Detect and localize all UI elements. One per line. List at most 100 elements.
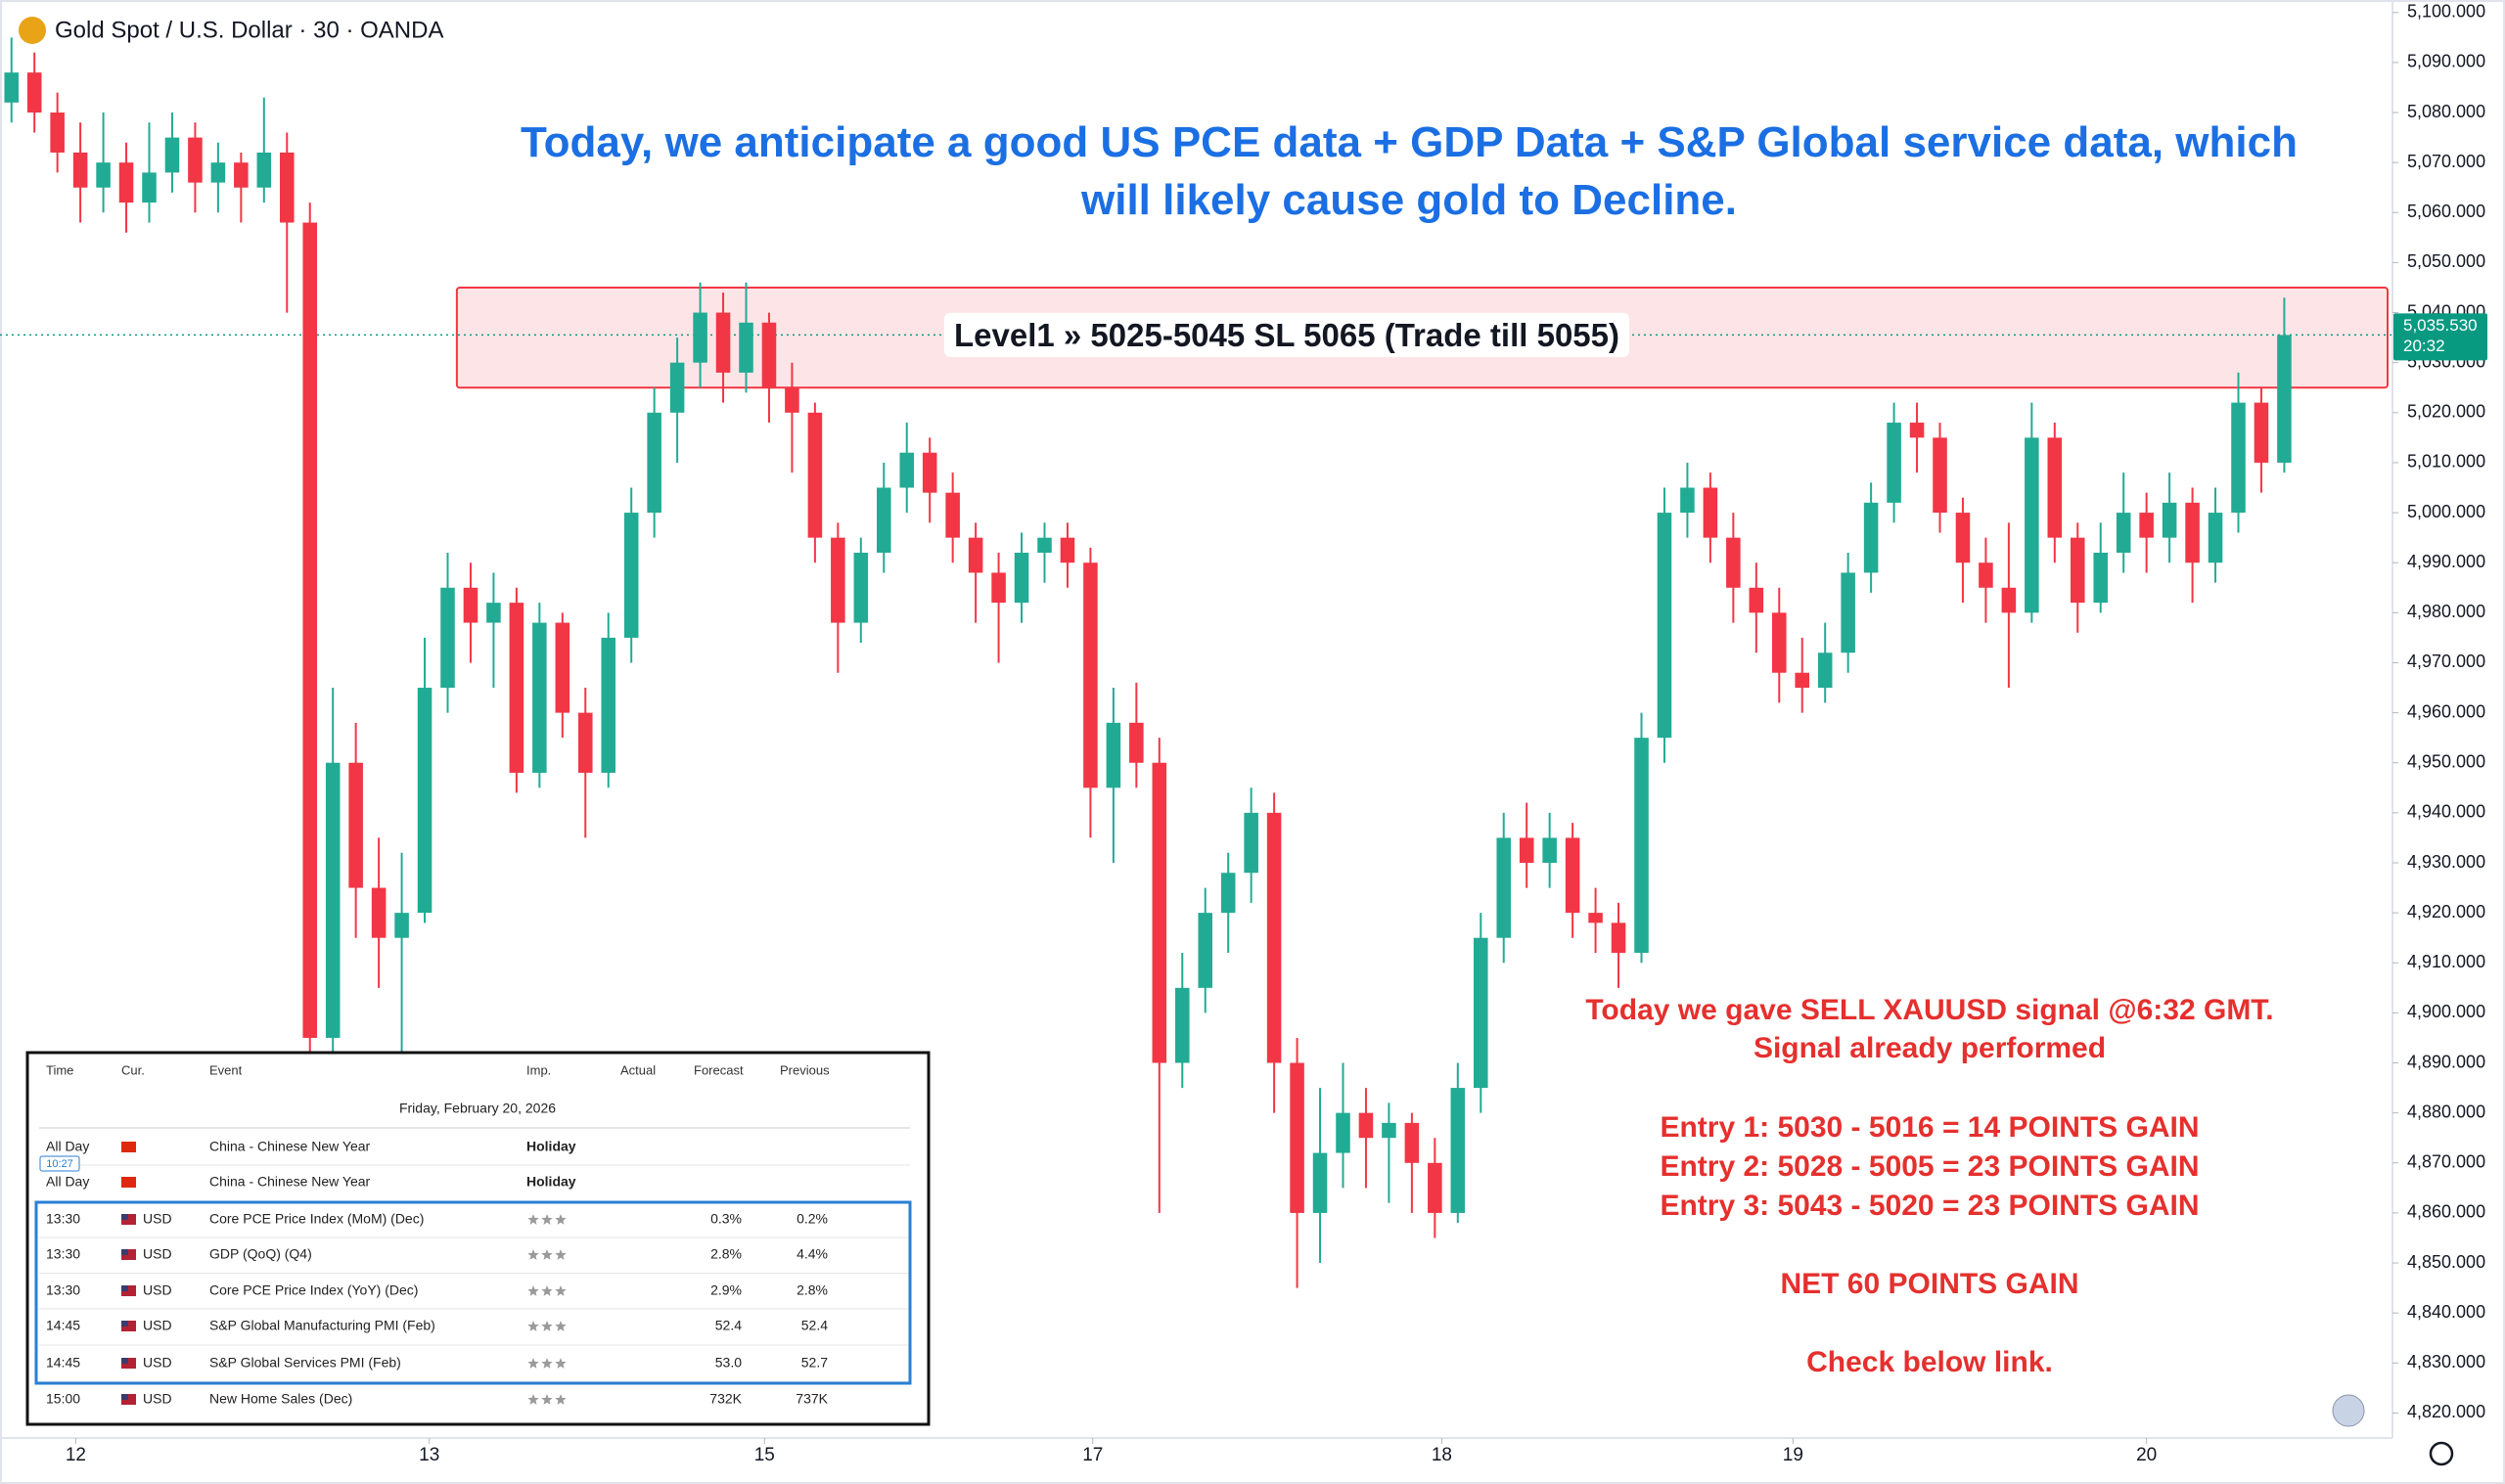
candle-body [1542,837,1557,863]
candle-body [486,603,501,623]
candle-body [1266,812,1282,1063]
importance-stars [527,1394,567,1405]
calendar-event: China - Chinese New Year [209,1174,371,1190]
settings-icon[interactable] [2429,1441,2454,1466]
calendar-currency: USD [143,1211,172,1227]
candle-body [831,537,845,623]
star [527,1249,539,1260]
candle-body [188,137,203,183]
candle-body [164,137,180,173]
candle-body [26,72,42,113]
candle-body [807,412,823,538]
star [555,1394,567,1405]
candle-body [1152,762,1167,1063]
level-label-bg [944,312,1629,357]
candle-body [1657,513,1672,739]
calendar-frame [25,1051,931,1426]
candle-body [2025,437,2039,613]
calendar-currency: USD [143,1318,172,1333]
candle-body [669,362,685,413]
candle-body [1220,873,1236,914]
candle-body [4,72,20,103]
flag-us-canton [121,1249,128,1255]
candle-body [1473,937,1488,1089]
flag-us-canton [121,1321,128,1327]
calendar-column-header: Cur. [121,1062,145,1077]
y-tick-label: 5,070.000 [2407,152,2485,171]
candle-body [1382,1122,1396,1139]
y-tick-label: 4,890.000 [2407,1052,2485,1071]
candle-body [1129,722,1144,763]
candle-body [1083,562,1098,788]
candle-body [440,587,455,689]
level-label: Level1 » 5025-5045 SL 5065 (Trade till 5… [954,317,1619,353]
candle-body [1450,1088,1466,1213]
candle-body [1588,913,1603,923]
candle-body [991,572,1006,604]
candle-body [693,312,707,363]
region-icon[interactable] [2332,1394,2365,1427]
importance-stars [527,1285,567,1296]
time-marker-bg [39,1155,80,1172]
calendar-highlight [34,1200,912,1385]
candle-body [417,688,433,914]
calendar-forecast: 2.9% [710,1282,742,1298]
candle-body [922,452,937,493]
candle-body [72,152,88,188]
countdown-label: 20:32 [2403,337,2445,355]
calendar-forecast: 732K [709,1391,742,1407]
y-tick-label: 5,100.000 [2407,2,2485,22]
candle-body [555,622,570,713]
calendar-forecast: 0.3% [710,1211,742,1227]
x-tick-label: 20 [2136,1445,2157,1465]
candle-body [1680,487,1695,514]
candle-body [234,162,249,188]
candle-body [1634,738,1649,954]
x-tick-label: 18 [1432,1445,1452,1465]
calendar-column-header: Time [46,1062,73,1077]
star [555,1249,567,1260]
calendar-event: China - Chinese New Year [209,1139,371,1154]
candle-body [509,603,524,773]
calendar-event: GDP (QoQ) (Q4) [209,1246,312,1262]
candle-body [577,712,593,773]
y-tick-label: 5,090.000 [2407,52,2485,71]
candle-body [1771,612,1787,673]
candle-body [1106,722,1121,788]
calendar-time: All Day [46,1174,89,1190]
star [541,1394,553,1405]
candle-body [876,487,891,553]
candle-body [1703,487,1718,538]
candle-body [1817,652,1833,689]
candle-body [1519,837,1534,863]
flag-us [121,1249,136,1260]
flag-cn [121,1142,136,1152]
headline: Today, we anticipate a good US PCE data … [521,118,2298,224]
signal-line: Signal already performed [1754,1032,2106,1064]
candle-body [1726,537,1741,588]
star [541,1214,553,1225]
calendar-time: All Day [46,1139,89,1154]
calendar-event: New Home Sales (Dec) [209,1391,352,1407]
candle-body [1933,437,1947,514]
signal-line: Today we gave SELL XAUUSD signal @6:32 G… [1585,994,2273,1026]
calendar-previous: 4.4% [797,1246,828,1262]
y-tick-label: 4,930.000 [2407,852,2485,872]
economic-calendar: Time Cur. Event Imp. Actual Forecast Previous F… [25,1051,931,1426]
calendar-forecast: 2.8% [710,1246,742,1262]
candle-body [761,322,777,388]
x-tick-label: 19 [1783,1445,1803,1465]
importance-stars [527,1214,567,1225]
candle-body [2093,552,2109,604]
star [541,1358,553,1369]
star [527,1214,539,1225]
calendar-time: 14:45 [46,1355,80,1371]
calendar-column-header: Imp. [526,1062,551,1077]
star [527,1321,539,1331]
signal-line: Entry 2: 5028 - 5005 = 23 POINTS GAIN [1660,1150,2199,1183]
calendar-forecast: 52.4 [715,1318,742,1333]
candle-body [1037,537,1052,553]
candle-body [1611,922,1626,954]
calendar-forecast: 53.0 [715,1355,742,1371]
candle-body [1795,672,1810,689]
